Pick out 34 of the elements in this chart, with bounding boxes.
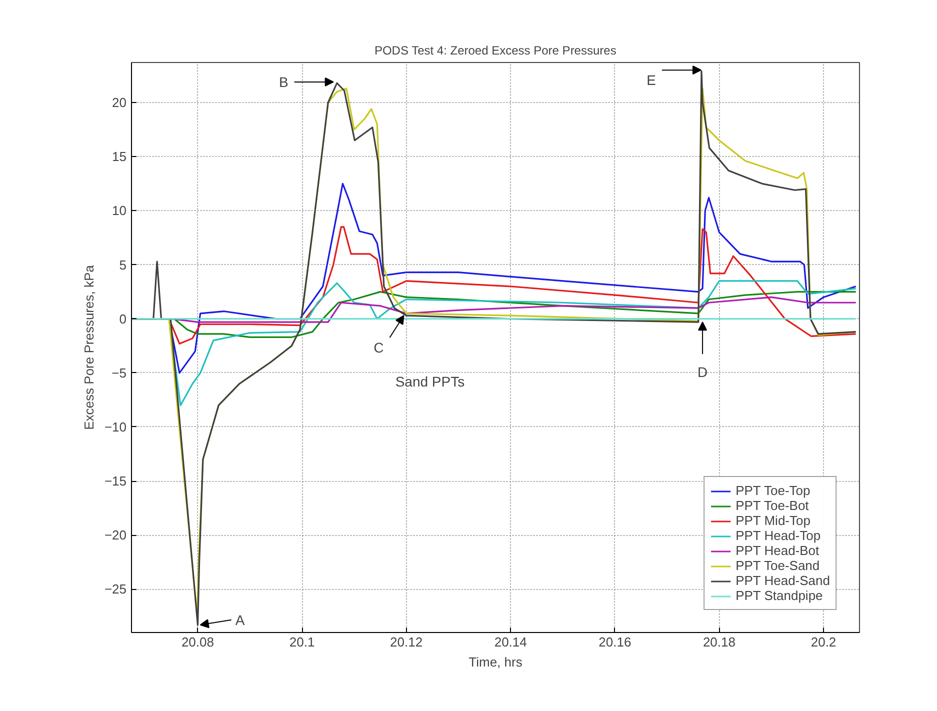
x-tick-label: 20.18 xyxy=(702,634,736,650)
y-tick-label: −20 xyxy=(104,528,127,543)
y-axis-title: Excess Pore Pressures, kPa xyxy=(81,264,96,430)
annotation: B xyxy=(278,74,288,90)
legend-label: PPT Standpipe xyxy=(736,588,823,603)
legend-label: PPT Head-Top xyxy=(736,528,821,543)
y-tick-label: −10 xyxy=(104,419,127,434)
x-tick-label: 20.08 xyxy=(181,634,214,650)
y-tick-label: −5 xyxy=(112,365,127,380)
y-tick-label: −15 xyxy=(104,474,127,489)
y-tick-label: 20 xyxy=(112,95,127,110)
annotation: C xyxy=(374,340,384,356)
legend-label: PPT Toe-Sand xyxy=(736,558,820,573)
x-tick-label: 20.14 xyxy=(494,634,527,650)
chart-title: PODS Test 4: Zeroed Excess Pore Pressures xyxy=(374,44,616,58)
legend-label: PPT Toe-Top xyxy=(736,483,810,498)
x-tick-label: 20.2 xyxy=(810,634,836,650)
x-tick-label: 20.1 xyxy=(289,634,315,650)
annotation: A xyxy=(235,612,246,628)
y-tick-label: 5 xyxy=(119,257,127,272)
y-tick-label: 10 xyxy=(112,203,127,218)
legend-label: PPT Mid-Top xyxy=(736,513,810,528)
annotation: E xyxy=(646,72,656,88)
x-tick-label: 20.12 xyxy=(390,634,423,650)
y-tick-label: 15 xyxy=(112,149,127,164)
y-tick-label: 0 xyxy=(119,311,127,326)
annotation: Sand PPTs xyxy=(395,374,465,390)
legend-label: PPT Head-Bot xyxy=(736,543,820,558)
y-tick-label: −25 xyxy=(104,582,127,597)
x-tick-label: 20.16 xyxy=(598,634,632,650)
annotation: D xyxy=(697,364,708,380)
legend-label: PPT Head-Sand xyxy=(736,573,830,588)
legend-label: PPT Toe-Bot xyxy=(736,498,809,513)
x-axis-title: Time, hrs xyxy=(468,654,523,670)
